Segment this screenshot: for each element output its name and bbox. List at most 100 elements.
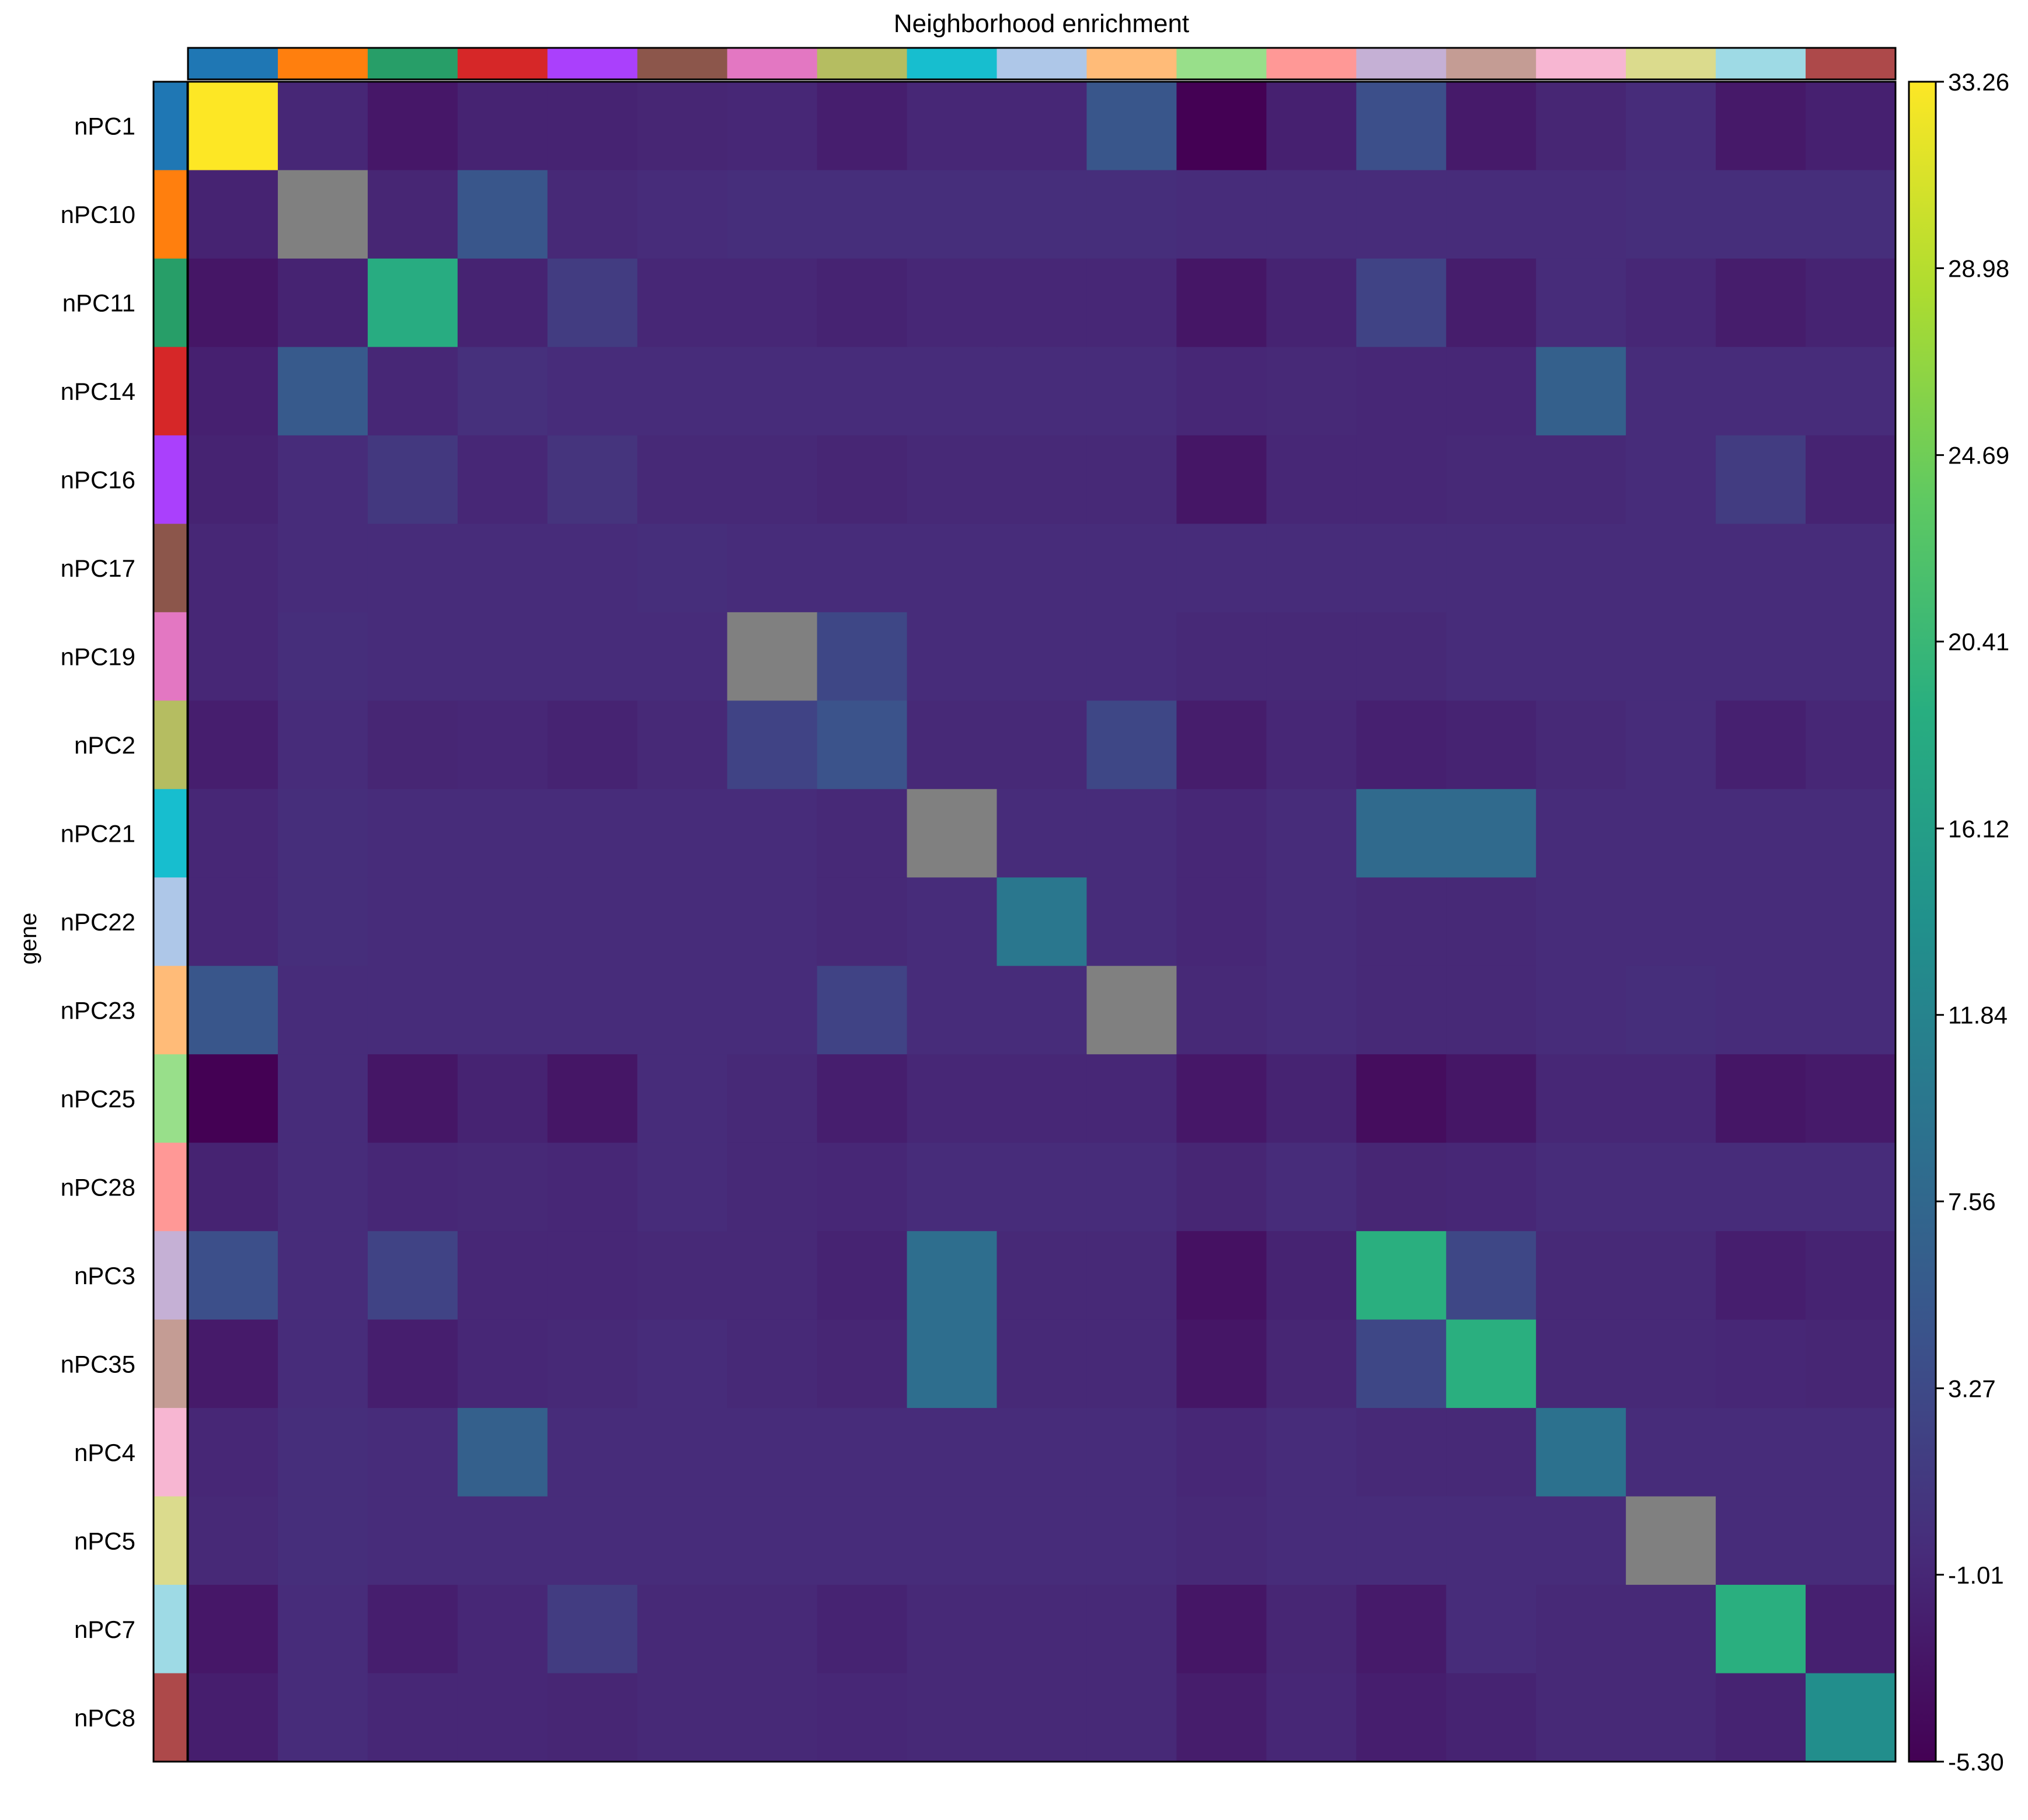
heatmap-cell bbox=[727, 965, 818, 1055]
heatmap-cell bbox=[547, 1408, 638, 1497]
heatmap-cell bbox=[1806, 877, 1896, 967]
heatmap-cell bbox=[547, 700, 638, 790]
column-category-swatch bbox=[1806, 48, 1896, 79]
heatmap-cell bbox=[457, 1142, 548, 1232]
heatmap-cell bbox=[1266, 965, 1357, 1055]
colorbar-tick-label: -1.01 bbox=[1948, 1561, 2004, 1589]
heatmap-cell bbox=[1176, 965, 1267, 1055]
heatmap-cell bbox=[1446, 1585, 1536, 1674]
heatmap-cell bbox=[727, 524, 818, 613]
row-category-swatch bbox=[154, 347, 187, 436]
heatmap-cell bbox=[1086, 877, 1177, 967]
heatmap-cell bbox=[1626, 1673, 1716, 1762]
heatmap-cell bbox=[637, 877, 728, 967]
heatmap-cell bbox=[817, 965, 908, 1055]
row-category-swatch bbox=[154, 170, 187, 259]
heatmap-cell bbox=[637, 347, 728, 436]
heatmap-cell bbox=[1536, 789, 1626, 878]
heatmap-cell bbox=[1176, 347, 1267, 436]
heatmap-cell bbox=[727, 1585, 818, 1674]
colorbar-tick-label: 16.12 bbox=[1948, 815, 2009, 842]
heatmap-cell bbox=[907, 612, 998, 701]
heatmap-cell bbox=[1266, 347, 1357, 436]
heatmap-cell bbox=[1356, 1054, 1447, 1143]
heatmap-cell bbox=[1356, 1585, 1447, 1674]
heatmap-cell bbox=[817, 877, 908, 967]
heatmap-cell bbox=[1446, 1319, 1536, 1408]
heatmap-cells bbox=[188, 82, 1896, 1762]
heatmap-cell bbox=[277, 1231, 368, 1320]
heatmap-cell bbox=[1176, 877, 1267, 967]
heatmap-cell bbox=[907, 877, 998, 967]
heatmap-cell bbox=[1356, 1673, 1447, 1762]
heatmap-cell bbox=[277, 789, 368, 878]
heatmap-cell bbox=[996, 612, 1088, 701]
heatmap-cell bbox=[1536, 1585, 1626, 1674]
heatmap-cell bbox=[1086, 435, 1177, 524]
heatmap-cell bbox=[277, 965, 368, 1055]
heatmap-cell bbox=[1536, 82, 1626, 171]
row-category-swatch bbox=[154, 789, 187, 878]
heatmap-cell bbox=[1806, 612, 1896, 701]
heatmap-cell bbox=[457, 1585, 548, 1674]
heatmap-cell bbox=[1266, 789, 1357, 878]
column-category-swatch bbox=[1266, 48, 1357, 79]
heatmap-cell bbox=[637, 1673, 728, 1762]
heatmap-cell bbox=[1806, 347, 1896, 436]
heatmap-cell bbox=[996, 347, 1088, 436]
heatmap-cell bbox=[1446, 170, 1536, 259]
heatmap-cell bbox=[1086, 1496, 1177, 1585]
heatmap-cell bbox=[1176, 1054, 1267, 1143]
heatmap-cell bbox=[1356, 700, 1447, 790]
heatmap-cell bbox=[1536, 1496, 1626, 1585]
heatmap-cell bbox=[1626, 1408, 1716, 1497]
heatmap-cell bbox=[817, 435, 908, 524]
heatmap-cell bbox=[1806, 965, 1896, 1055]
heatmap-cell bbox=[277, 1673, 368, 1762]
heatmap-cell bbox=[1446, 877, 1536, 967]
heatmap-cell bbox=[367, 612, 458, 701]
heatmap-cell bbox=[367, 258, 458, 348]
heatmap-cell bbox=[1356, 612, 1447, 701]
heatmap-cell bbox=[1086, 700, 1177, 790]
heatmap-cell bbox=[367, 965, 458, 1055]
heatmap-cell bbox=[277, 1585, 368, 1674]
heatmap-cell bbox=[1716, 700, 1806, 790]
row-category-swatch bbox=[154, 877, 187, 967]
heatmap-cell bbox=[1446, 789, 1536, 878]
column-category-swatch bbox=[547, 48, 638, 79]
heatmap-cell bbox=[1806, 1054, 1896, 1143]
row-label: nPC7 bbox=[74, 1616, 135, 1643]
heatmap-cell bbox=[817, 258, 908, 348]
heatmap-cell bbox=[1536, 1231, 1626, 1320]
heatmap-cell bbox=[1626, 258, 1716, 348]
heatmap-cell bbox=[1626, 1054, 1716, 1143]
heatmap-cell bbox=[907, 1054, 998, 1143]
heatmap-cell bbox=[1176, 700, 1267, 790]
row-label: nPC10 bbox=[61, 201, 135, 228]
heatmap-cell bbox=[1356, 82, 1447, 171]
heatmap-cell bbox=[637, 1142, 728, 1232]
heatmap-cell bbox=[547, 1319, 638, 1408]
heatmap-cell bbox=[1806, 1231, 1896, 1320]
y-axis-label: gene bbox=[16, 913, 41, 965]
heatmap-cell bbox=[1266, 700, 1357, 790]
heatmap-cell bbox=[367, 1585, 458, 1674]
heatmap-cell bbox=[277, 435, 368, 524]
heatmap-cell bbox=[1536, 1054, 1626, 1143]
heatmap-cell bbox=[367, 170, 458, 259]
heatmap-cell bbox=[907, 435, 998, 524]
heatmap-cell bbox=[1356, 435, 1447, 524]
heatmap-cell bbox=[1356, 1319, 1447, 1408]
column-category-swatch bbox=[1446, 48, 1536, 79]
heatmap-cell bbox=[1176, 1496, 1267, 1585]
row-label: nPC4 bbox=[74, 1439, 135, 1466]
heatmap-cell bbox=[1086, 1054, 1177, 1143]
heatmap-cell bbox=[457, 1496, 548, 1585]
heatmap-cell bbox=[1446, 258, 1536, 348]
top-strip-frame bbox=[187, 47, 1897, 81]
heatmap-cell bbox=[727, 258, 818, 348]
heatmap-cell bbox=[1446, 965, 1536, 1055]
column-category-swatch bbox=[1716, 48, 1806, 79]
heatmap-cell bbox=[1176, 1585, 1267, 1674]
